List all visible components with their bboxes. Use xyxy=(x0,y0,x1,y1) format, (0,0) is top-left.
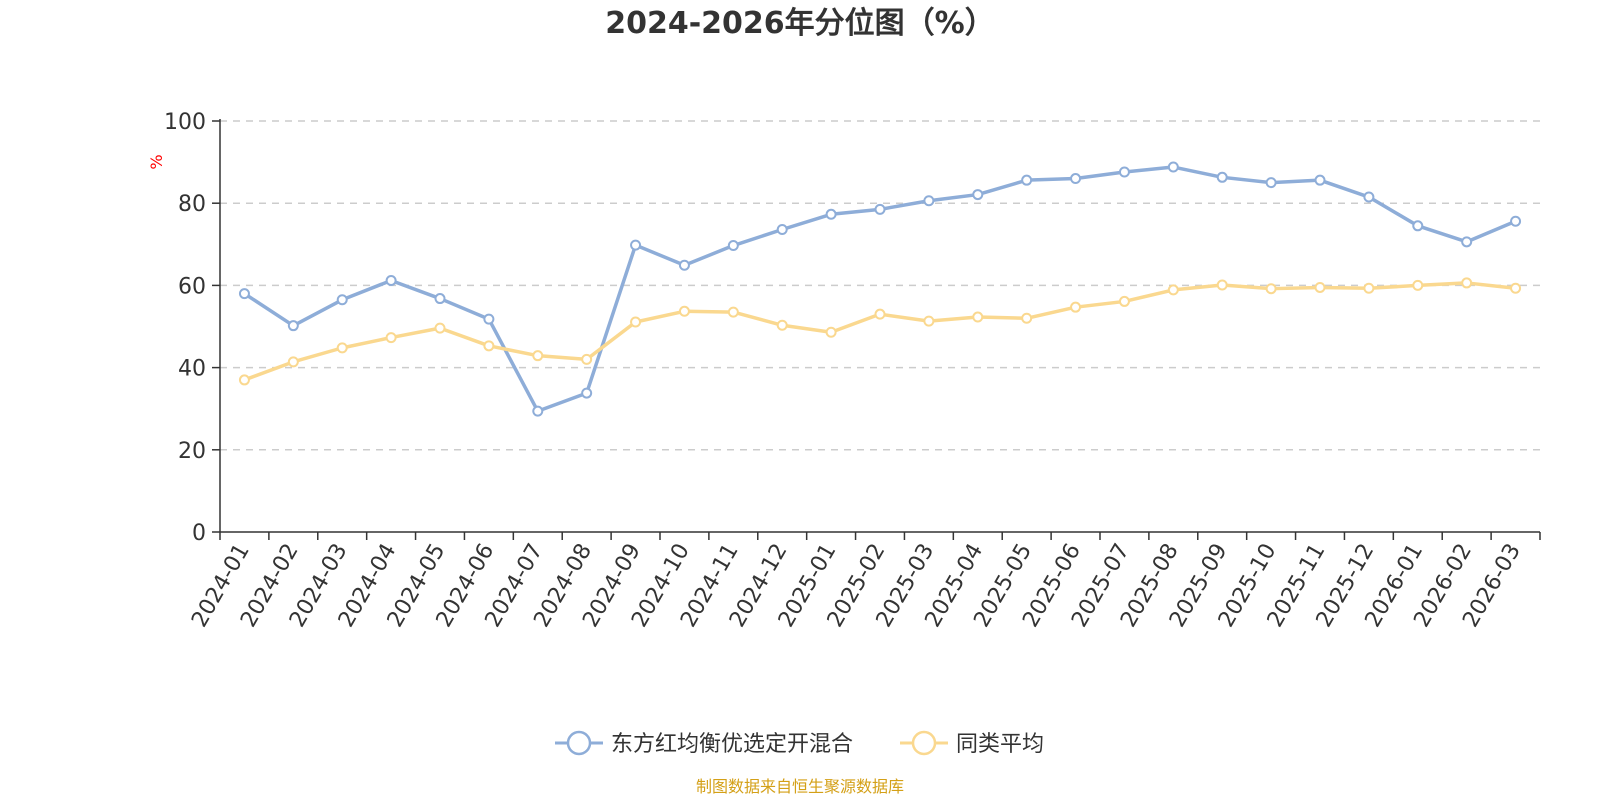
data-point[interactable] xyxy=(483,340,495,352)
data-point[interactable] xyxy=(825,208,837,220)
data-point[interactable] xyxy=(874,203,886,215)
series-1 xyxy=(238,277,1522,386)
chart-title: 2024-2026年分位图（%） xyxy=(605,6,995,41)
legend: 东方红均衡优选定开混合 同类平均 xyxy=(555,730,1044,757)
data-point[interactable] xyxy=(287,356,299,368)
data-point[interactable] xyxy=(1314,174,1326,186)
data-point[interactable] xyxy=(825,326,837,338)
legend-label: 东方红均衡优选定开混合 xyxy=(611,732,853,757)
data-point[interactable] xyxy=(923,315,935,327)
data-point[interactable] xyxy=(532,405,544,417)
data-point[interactable] xyxy=(532,350,544,362)
data-point[interactable] xyxy=(1510,215,1522,227)
legend-marker xyxy=(566,730,592,756)
data-point[interactable] xyxy=(727,240,739,252)
data-point[interactable] xyxy=(1118,166,1130,178)
data-point[interactable] xyxy=(483,313,495,325)
data-point[interactable] xyxy=(776,319,788,331)
data-point[interactable] xyxy=(336,294,348,306)
data-point[interactable] xyxy=(1021,312,1033,324)
y-tick-label: 0 xyxy=(192,521,206,546)
data-point[interactable] xyxy=(434,322,446,334)
data-point[interactable] xyxy=(1118,295,1130,307)
data-point[interactable] xyxy=(923,195,935,207)
series xyxy=(238,161,1522,417)
source-note: 制图数据来自恒生聚源数据库 xyxy=(696,777,904,796)
data-point[interactable] xyxy=(1070,301,1082,313)
data-point[interactable] xyxy=(1216,279,1228,291)
data-point[interactable] xyxy=(238,374,250,386)
data-point[interactable] xyxy=(1265,283,1277,295)
data-point[interactable] xyxy=(874,308,886,320)
data-point[interactable] xyxy=(287,320,299,332)
data-point[interactable] xyxy=(678,259,690,271)
data-point[interactable] xyxy=(385,274,397,286)
data-point[interactable] xyxy=(630,239,642,251)
data-point[interactable] xyxy=(1216,171,1228,183)
legend-label: 同类平均 xyxy=(956,732,1044,757)
data-point[interactable] xyxy=(385,332,397,344)
data-point[interactable] xyxy=(1021,174,1033,186)
data-point[interactable] xyxy=(1167,161,1179,173)
data-point[interactable] xyxy=(1265,177,1277,189)
y-tick-label: 80 xyxy=(178,192,206,217)
legend-marker xyxy=(911,730,937,756)
y-unit-label: % xyxy=(147,154,166,169)
grid-lines xyxy=(220,120,1540,451)
data-point[interactable] xyxy=(1461,277,1473,289)
axes: 0204060801002024-012024-022024-032024-04… xyxy=(164,110,1541,632)
data-point[interactable] xyxy=(434,293,446,305)
data-point[interactable] xyxy=(1314,281,1326,293)
data-point[interactable] xyxy=(1412,220,1424,232)
data-point[interactable] xyxy=(336,342,348,354)
data-point[interactable] xyxy=(972,311,984,323)
data-point[interactable] xyxy=(727,306,739,318)
data-point[interactable] xyxy=(776,224,788,236)
legend-item-0[interactable]: 东方红均衡优选定开混合 xyxy=(555,730,853,757)
legend-item-1[interactable]: 同类平均 xyxy=(900,730,1044,757)
data-point[interactable] xyxy=(1363,282,1375,294)
y-tick-label: 20 xyxy=(178,439,206,464)
series-0 xyxy=(238,161,1522,417)
data-point[interactable] xyxy=(678,305,690,317)
data-point[interactable] xyxy=(630,316,642,328)
data-point[interactable] xyxy=(1461,236,1473,248)
data-point[interactable] xyxy=(581,387,593,399)
data-point[interactable] xyxy=(1070,173,1082,185)
y-tick-label: 60 xyxy=(178,274,206,299)
data-point[interactable] xyxy=(1412,279,1424,291)
data-point[interactable] xyxy=(581,353,593,365)
data-point[interactable] xyxy=(238,288,250,300)
data-point[interactable] xyxy=(1510,282,1522,294)
data-point[interactable] xyxy=(1167,284,1179,296)
y-tick-label: 40 xyxy=(178,357,206,382)
data-point[interactable] xyxy=(972,189,984,201)
y-tick-label: 100 xyxy=(164,110,206,135)
data-point[interactable] xyxy=(1363,191,1375,203)
